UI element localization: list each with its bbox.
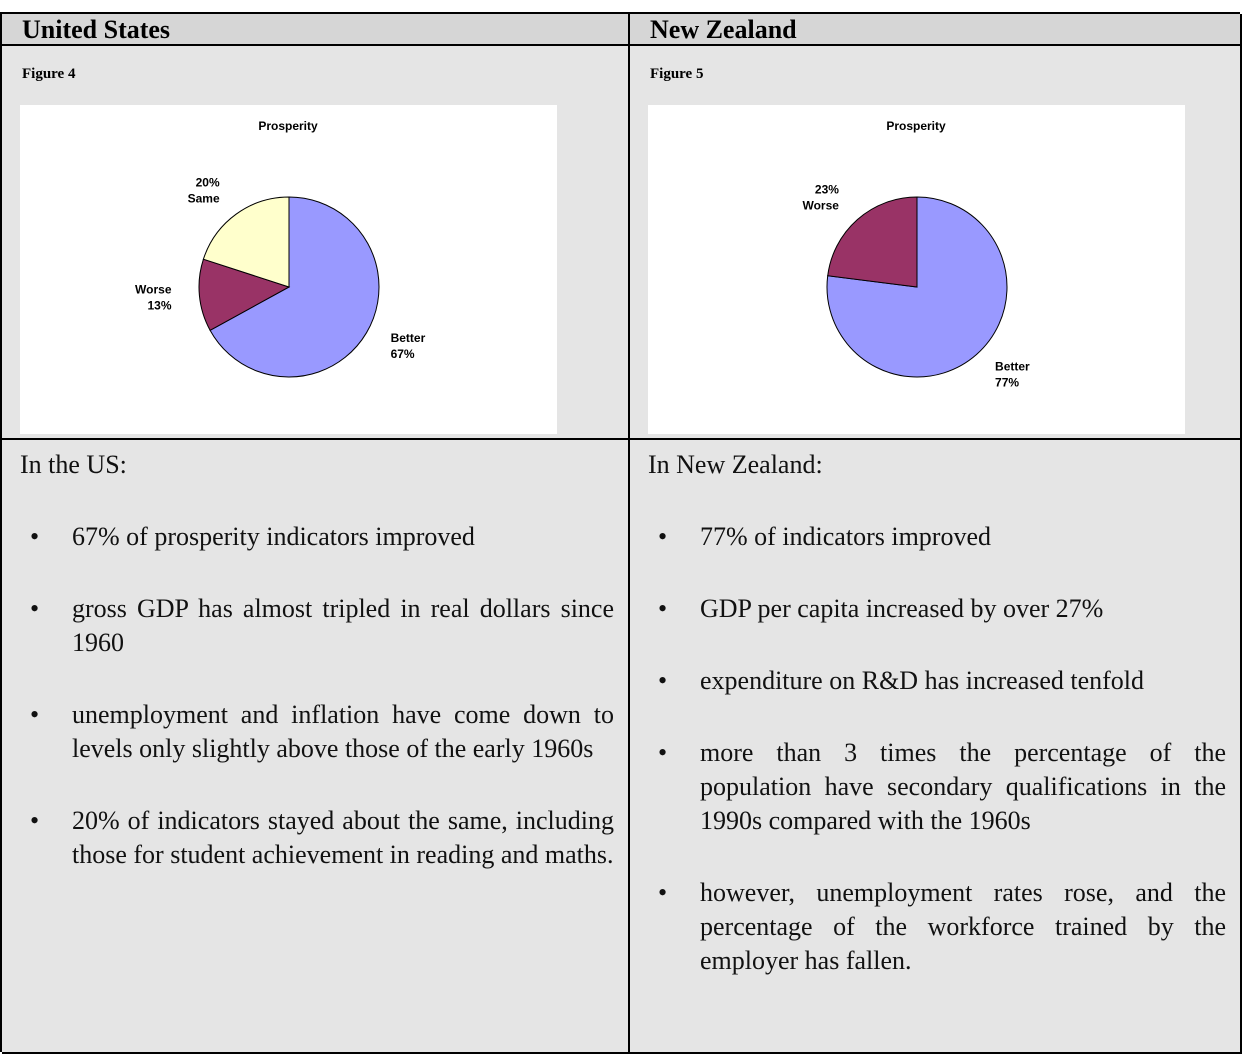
- pie-chart: Prosperity Better 77% Worse 23%: [648, 105, 1185, 434]
- slice-label: Better: [391, 331, 426, 345]
- bullet-list: 77% of indicators improved GDP per capita…: [648, 520, 1226, 978]
- bullet: however, unemployment rates rose, and th…: [648, 876, 1226, 978]
- pie-slice: [202, 196, 290, 288]
- figure-cell: Figure 4 Prosperity Better 67% Worse 13% Same 2…: [2, 46, 630, 440]
- slice-value: 77%: [995, 376, 1019, 390]
- slice-label: Worse: [135, 282, 172, 296]
- intro: In New Zealand:: [648, 450, 823, 479]
- bullet-list: 67% of prosperity indicators improved gro…: [20, 520, 614, 872]
- bullet: GDP per capita increased by over 27%: [648, 592, 1226, 626]
- bullet: 77% of indicators improved: [648, 520, 1226, 554]
- slice-value: 20%: [196, 176, 220, 190]
- pie-slice: [198, 258, 291, 332]
- bullet: 20% of indicators stayed about the same,…: [20, 804, 614, 872]
- pie-slice: [827, 196, 918, 288]
- column-heading: New Zealand: [630, 14, 1242, 46]
- pie-chart: Prosperity Better 67% Worse 13% Same 20%: [20, 105, 557, 434]
- intro: In the US:: [20, 450, 127, 479]
- slice-value: 67%: [391, 347, 415, 361]
- bullet: expenditure on R&D has increased tenfold: [648, 664, 1226, 698]
- slice-value: 23%: [815, 183, 839, 197]
- figure-label: Figure 5: [650, 66, 704, 82]
- bullet: more than 3 times the percentage of the …: [648, 736, 1226, 838]
- text-cell: In the US: 67% of prosperity indicators i…: [2, 440, 630, 1054]
- bullet: gross GDP has almost tripled in real dol…: [20, 592, 614, 660]
- column-heading: United States: [2, 14, 630, 46]
- table: United States Figure 4 Prosperity Better 67%…: [0, 12, 1242, 1054]
- slice-label: Better: [995, 360, 1030, 374]
- chart-title: Prosperity: [258, 119, 318, 133]
- slice-label: Worse: [802, 199, 839, 213]
- figure-cell: Figure 5 Prosperity Better 77% Worse 23%: [630, 46, 1242, 440]
- bullet: 67% of prosperity indicators improved: [20, 520, 614, 554]
- slice-value: 13%: [147, 298, 171, 312]
- slice-label: Same: [188, 192, 220, 206]
- figure-label: Figure 4: [22, 66, 76, 82]
- bullet: unemployment and inflation have come dow…: [20, 698, 614, 766]
- text-cell: In New Zealand: 77% of indicators improve…: [630, 440, 1242, 1054]
- chart-title: Prosperity: [886, 119, 946, 133]
- pie-slice: [209, 196, 380, 378]
